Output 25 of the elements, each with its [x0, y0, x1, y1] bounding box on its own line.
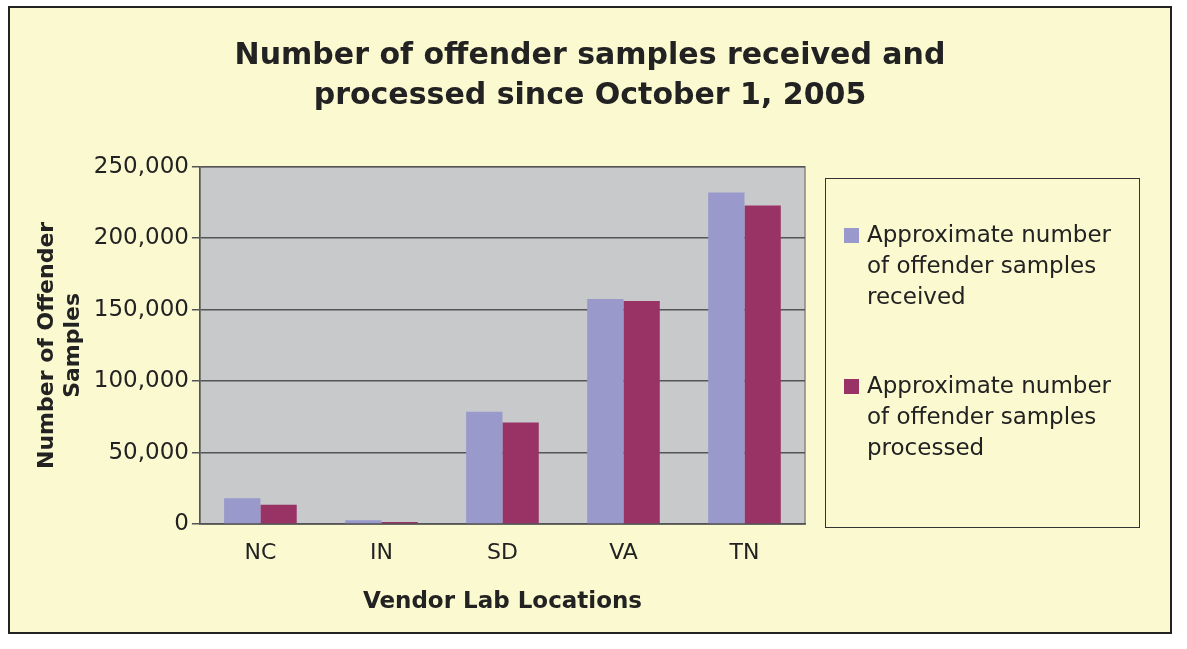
x-tick-label: SD: [487, 538, 518, 564]
x-tick-label: NC: [244, 538, 277, 564]
bar: [587, 298, 624, 524]
y-tick-label: 50,000: [108, 437, 189, 464]
y-tick-label: 100,000: [93, 366, 189, 393]
y-tick-label: 0: [174, 508, 189, 535]
bar: [466, 411, 503, 524]
legend-label: Approximate number of offender samples processed: [867, 371, 1112, 462]
x-tick-label: VA: [609, 538, 638, 564]
x-axis-title: Vendor Lab Locations: [362, 587, 643, 614]
bar: [502, 422, 539, 524]
x-tick-label: IN: [369, 538, 393, 564]
y-tick-label: 250,000: [93, 151, 189, 178]
bar: [345, 520, 382, 524]
legend-label: Approximate number of offender samples received: [867, 220, 1112, 311]
y-tick-label: 150,000: [93, 294, 189, 321]
bar: [623, 301, 660, 524]
bar: [260, 504, 297, 524]
bar: [708, 192, 745, 524]
y-tick-label: 200,000: [93, 223, 189, 250]
x-tick-label: TN: [728, 538, 760, 564]
bar: [744, 205, 781, 524]
bar: [224, 498, 261, 524]
y-axis-title: Number of Offender Samples: [32, 221, 85, 469]
chart-title: Number of offender samples received and processed since October 1, 2005: [233, 35, 947, 113]
